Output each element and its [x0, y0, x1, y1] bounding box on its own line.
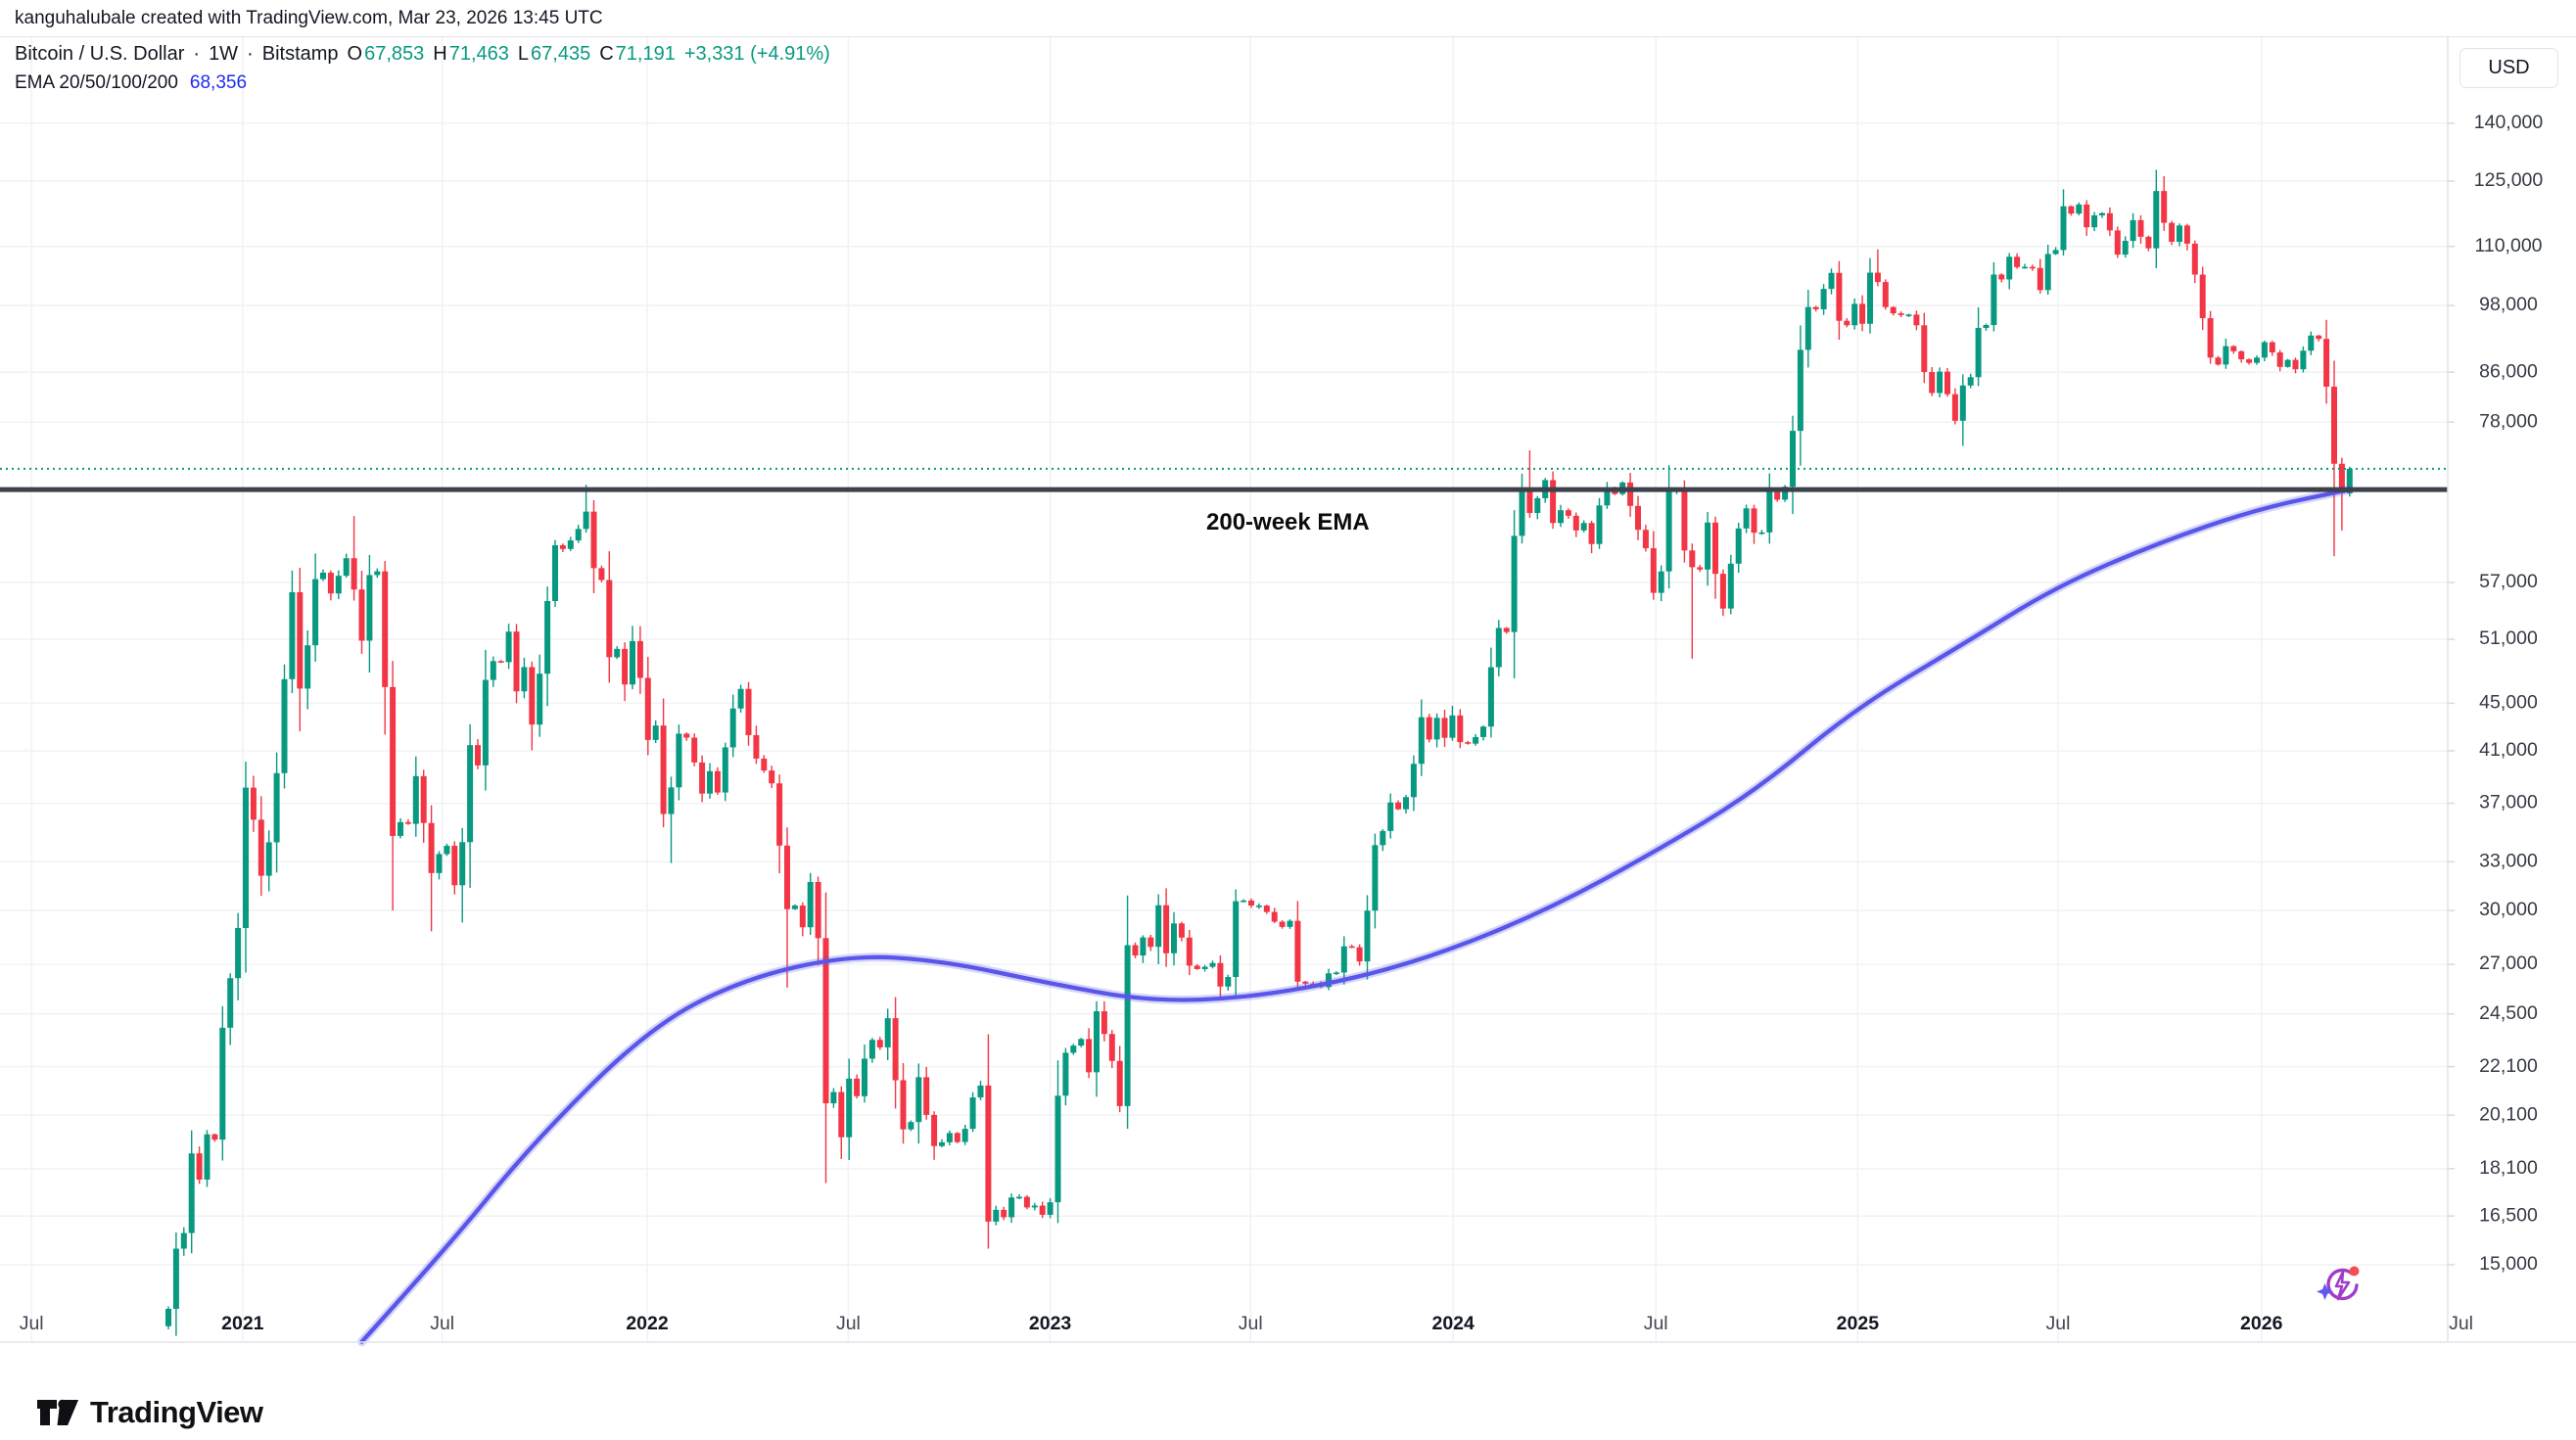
price-tick-label: 51,000: [2479, 627, 2538, 649]
hline-price-label: 68,356: [2467, 534, 2528, 555]
time-tick-label: 2022: [626, 1313, 669, 1334]
red-dot: [2349, 1266, 2360, 1277]
annotation-200-week-ema[interactable]: 200-week EMA: [1206, 509, 1370, 535]
price-tick-label: 37,000: [2479, 792, 2538, 813]
price-tick-label: 45,000: [2479, 692, 2538, 714]
time-tick-label: 2026: [2240, 1313, 2283, 1334]
separator: ·: [247, 43, 254, 65]
price-tick-label: 22,100: [2479, 1055, 2538, 1077]
time-tick-label: Jul: [2046, 1313, 2071, 1334]
sparkle-bolt-icon[interactable]: [2317, 1263, 2362, 1308]
ring-arrow: [2326, 1268, 2359, 1301]
bar-countdown: 6d 11h: [2471, 481, 2524, 500]
price-tick-label: 125,000: [2474, 169, 2544, 191]
currency-toggle-button[interactable]: USD: [2459, 48, 2558, 88]
time-tick-label: Jul: [430, 1313, 454, 1334]
attribution-bar: kanguhalubale created with TradingView.c…: [0, 0, 2576, 37]
close-value: C 71,191: [599, 43, 676, 65]
open-value: O 67,853: [347, 43, 425, 65]
time-tick-label: 2023: [1029, 1313, 1072, 1334]
low-value: L 67,435: [517, 43, 591, 65]
price-tick-label: 86,000: [2479, 360, 2538, 382]
time-tick-label: Jul: [2449, 1313, 2473, 1334]
price-tick-label: 16,500: [2479, 1204, 2538, 1226]
price-tick-label: 20,100: [2479, 1103, 2538, 1125]
price-tick-label: 30,000: [2479, 899, 2538, 920]
candlestick-series: [165, 169, 2353, 1336]
tradingview-logo[interactable]: TradingView: [37, 1394, 263, 1431]
time-tick-label: Jul: [1239, 1313, 1263, 1334]
price-tick-label: 57,000: [2479, 571, 2538, 592]
ema-price-label: 68,356: [2467, 506, 2528, 528]
price-tick-label: 15,000: [2479, 1253, 2538, 1275]
symbol-title[interactable]: Bitcoin / U.S. Dollar: [15, 43, 185, 65]
price-tick-label: 110,000: [2474, 235, 2542, 256]
price-tick-label: 98,000: [2479, 294, 2538, 315]
price-tick-label: 27,000: [2479, 952, 2538, 974]
time-tick-label: 2025: [1837, 1313, 1880, 1334]
price-tick-label: 33,000: [2479, 850, 2538, 871]
time-tick-label: 2024: [1431, 1313, 1475, 1334]
tradingview-logo-mark: [37, 1399, 78, 1425]
time-tick-label: Jul: [836, 1313, 861, 1334]
price-tick-label: 18,100: [2479, 1157, 2538, 1179]
attribution-text: kanguhalubale created with TradingView.c…: [15, 7, 603, 28]
tradingview-logo-text: TradingView: [90, 1395, 263, 1429]
ema-200-line[interactable]: [357, 485, 2355, 1347]
time-tick-label: Jul: [20, 1313, 44, 1334]
price-tick-label: 78,000: [2479, 410, 2538, 432]
axes: 140,000 125,000 110,000 98,000 86,000 78,000 5…: [0, 36, 2576, 1343]
indicator-value: 68,356: [189, 72, 248, 93]
indicator-title[interactable]: EMA 20/50/100/200: [15, 72, 178, 93]
sparkle-star: [2317, 1282, 2334, 1300]
last-price-value: 71,191: [2467, 458, 2528, 480]
price-tick-label: 24,500: [2479, 1002, 2538, 1024]
time-tick-label: 2021: [221, 1313, 264, 1334]
price-tick-label: 41,000: [2479, 739, 2538, 761]
lightning-bolt: [2334, 1270, 2351, 1301]
grid-lines: [0, 36, 2448, 1342]
indicator-row: EMA 20/50/100/200 68,356: [15, 73, 830, 92]
time-tick-label: Jul: [1644, 1313, 1668, 1334]
drawn-levels[interactable]: [0, 467, 2448, 492]
change-value: +3,331 (+4.91%): [683, 43, 830, 65]
separator: ·: [193, 43, 201, 65]
exchange-label[interactable]: Bitstamp: [261, 43, 339, 65]
high-value: H 71,463: [433, 43, 509, 65]
price-tick-label: 140,000: [2474, 112, 2544, 133]
last-price-label: 71,191 6d 11h: [2452, 456, 2544, 503]
interval-label[interactable]: 1W: [209, 43, 239, 65]
